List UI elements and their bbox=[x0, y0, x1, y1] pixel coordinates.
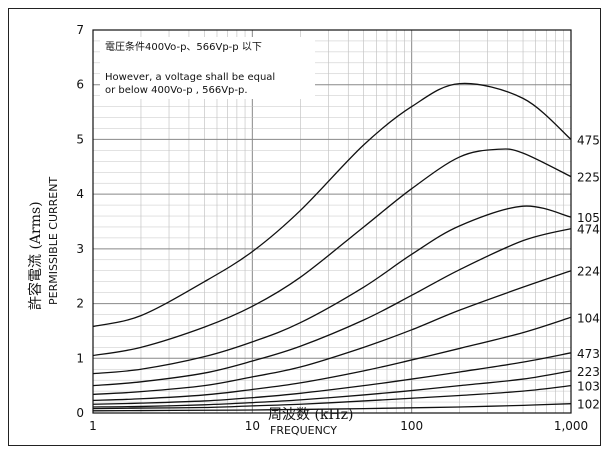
series-label-103: 103 bbox=[577, 380, 600, 394]
y-tick-labels: 0 1 2 3 4 5 6 7 bbox=[76, 23, 84, 420]
annotation-line-3: or below 400Vo-p , 566Vp-p. bbox=[105, 85, 248, 96]
series-label-474: 474 bbox=[577, 223, 600, 237]
y-tick-label: 1 bbox=[76, 351, 84, 365]
annotation-line-1: 電圧条件400Vo-p、566Vp-p 以下 bbox=[105, 40, 262, 53]
x-tick-label: 1,000 bbox=[554, 419, 588, 433]
series-label-225: 225 bbox=[577, 171, 600, 185]
y-axis-label-en: PERMISSIBLE CURRENT bbox=[47, 177, 60, 305]
series-label-102: 102 bbox=[577, 398, 600, 412]
x-axis-label: 周波数 (kHz) bbox=[268, 407, 353, 423]
series-line-224 bbox=[92, 270, 572, 396]
series-line-475 bbox=[92, 82, 572, 328]
series-label-473: 473 bbox=[577, 347, 600, 361]
x-tick-label: 100 bbox=[400, 419, 423, 433]
annotation-box: 電圧条件400Vo-p、566Vp-p 以下 However, a voltag… bbox=[100, 37, 315, 99]
y-tick-label: 7 bbox=[76, 23, 84, 37]
series-lines bbox=[92, 82, 572, 412]
y-tick-label: 6 bbox=[76, 78, 84, 92]
y-axis-label: 許容電流 (Arms) bbox=[27, 201, 44, 310]
series-line-102 bbox=[92, 403, 572, 412]
series-line-105 bbox=[92, 205, 572, 375]
series-line-225 bbox=[92, 148, 572, 357]
series-line-474 bbox=[92, 227, 572, 387]
series-line-104 bbox=[92, 316, 572, 402]
chart-frame bbox=[8, 8, 601, 446]
x-tick-label: 1 bbox=[89, 419, 97, 433]
y-tick-label: 2 bbox=[76, 297, 84, 311]
series-label-475: 475 bbox=[577, 133, 600, 147]
series-line-103 bbox=[92, 384, 572, 410]
x-tick-label: 10 bbox=[245, 419, 260, 433]
series-label-223: 223 bbox=[577, 365, 600, 379]
series-line-223 bbox=[92, 370, 572, 408]
series-line-473 bbox=[92, 352, 572, 405]
y-tick-label: 3 bbox=[76, 242, 84, 256]
y-tick-label: 0 bbox=[76, 406, 84, 420]
x-axis-label-en: FREQUENCY bbox=[270, 424, 337, 437]
plot-border bbox=[92, 29, 572, 414]
series-label-224: 224 bbox=[577, 265, 600, 279]
series-label-105: 105 bbox=[577, 211, 600, 225]
y-tick-label: 4 bbox=[76, 187, 84, 201]
y-tick-label: 5 bbox=[76, 132, 84, 146]
series-label-104: 104 bbox=[577, 311, 600, 325]
annotation-background bbox=[100, 37, 315, 99]
annotation-line-2: However, a voltage shall be equal bbox=[105, 72, 275, 83]
x-tick-labels: 1 10 100 1,000 bbox=[89, 419, 588, 433]
